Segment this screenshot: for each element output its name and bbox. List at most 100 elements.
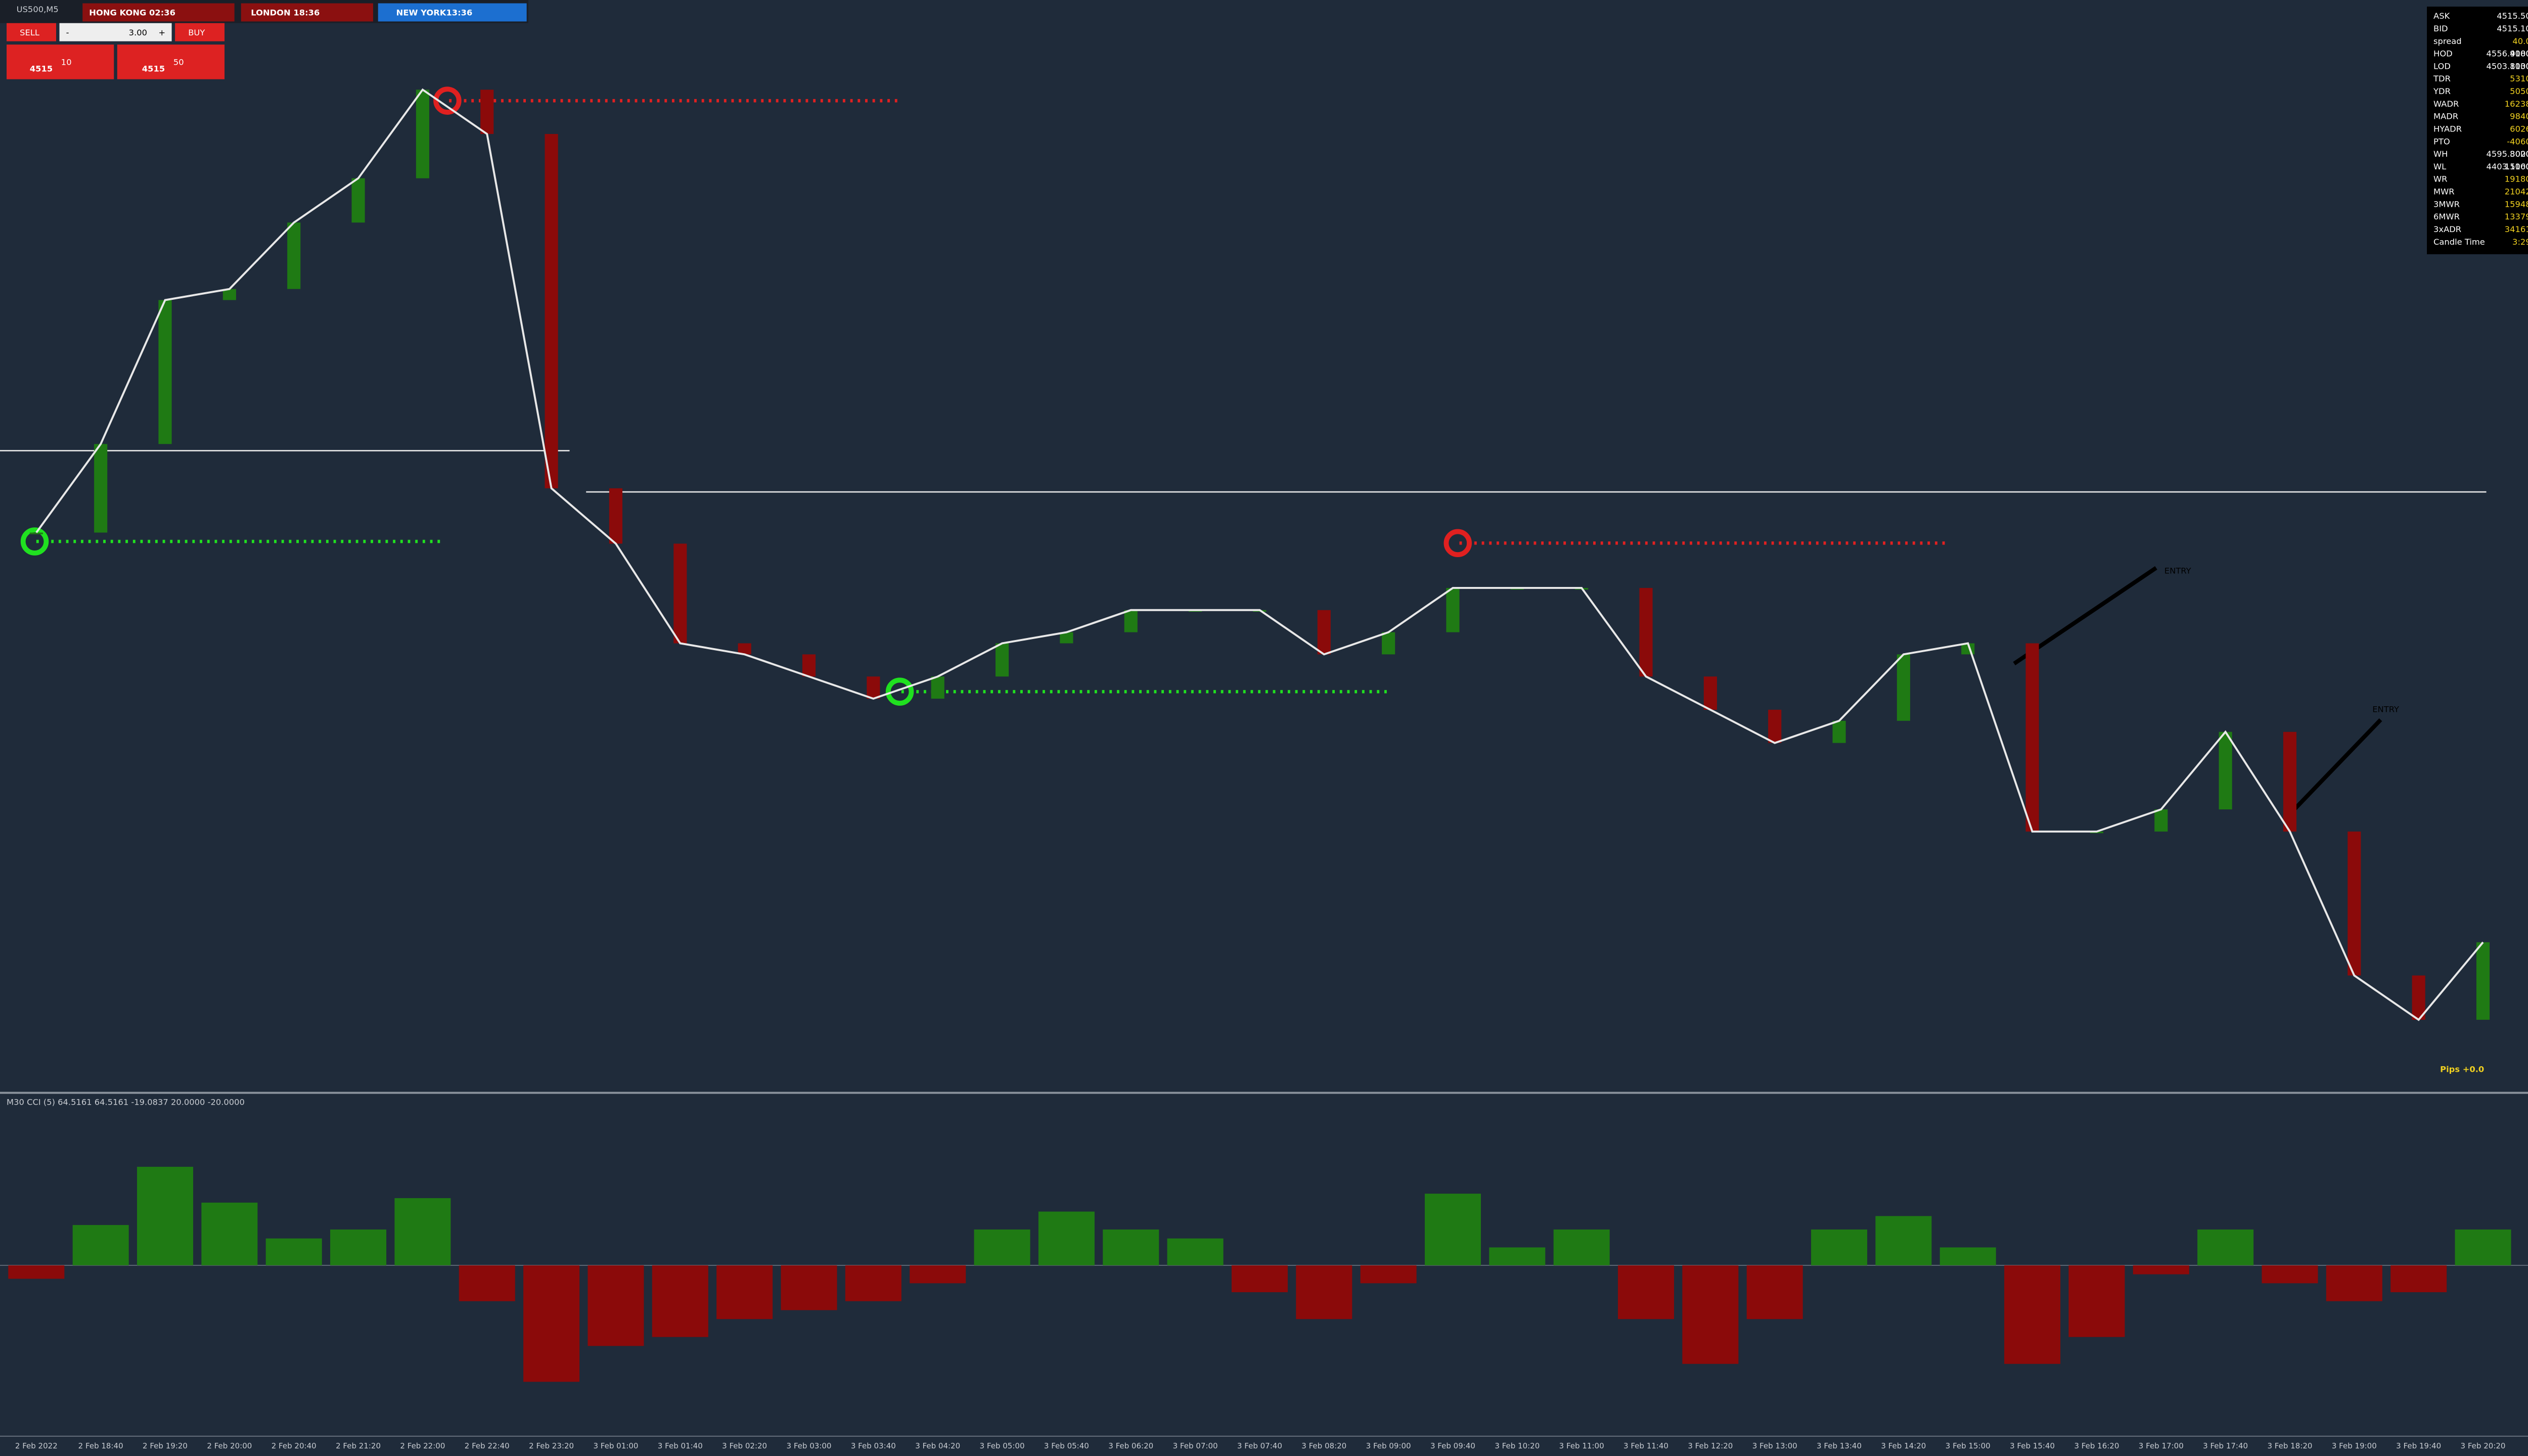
sell-price-box[interactable] [7, 44, 114, 79]
session: HONG KONG 02:36 [89, 8, 175, 18]
candle [29, 532, 43, 534]
cci-bar [2004, 1265, 2061, 1364]
signal-marker [1443, 529, 1472, 558]
info-cell: 9840 [2510, 112, 2528, 121]
cci-bar [588, 1265, 644, 1346]
cci-bar [2390, 1265, 2447, 1293]
candle [1060, 632, 1073, 644]
info-cell: 4515.50 [2497, 11, 2528, 21]
x-tick-label: 3 Feb 09:00 [1366, 1441, 1411, 1450]
info-cell: WR [2433, 174, 2447, 184]
cci-bar [2197, 1229, 2254, 1265]
info-cell: 3xADR [2433, 224, 2461, 234]
info-cell: MADR [2433, 112, 2458, 121]
x-tick-label: 3 Feb 02:20 [722, 1441, 767, 1450]
sell-price-pips[interactable]: 10 [61, 58, 72, 67]
candle [158, 300, 172, 444]
cci-bar [2068, 1265, 2125, 1337]
candle [2154, 809, 2168, 832]
info-cell: WH [2433, 149, 2448, 159]
x-tick-label: 3 Feb 13:00 [1752, 1441, 1797, 1450]
info-cell: 40.0 [2512, 36, 2528, 46]
x-tick-label: 3 Feb 18:20 [2267, 1441, 2312, 1450]
candle [416, 89, 429, 178]
x-tick-label: 2 Feb 22:40 [465, 1441, 510, 1450]
info-cell: 4180 [2510, 49, 2528, 59]
cci-bar [2455, 1229, 2511, 1265]
x-tick-label: 2 Feb 23:20 [529, 1441, 574, 1450]
info-cell: 4556.9000 [2487, 49, 2528, 59]
cci-bar [781, 1265, 837, 1310]
cci-bar [1489, 1247, 1546, 1265]
lot-size[interactable]: 3.00 [129, 28, 147, 37]
info-cell: 3:29 [2512, 237, 2528, 247]
x-tick-label: 3 Feb 11:40 [1623, 1441, 1668, 1450]
cci-bar [1167, 1238, 1224, 1265]
x-tick-label: 3 Feb 09:40 [1430, 1441, 1475, 1450]
x-tick-label: 3 Feb 15:00 [1946, 1441, 1991, 1450]
x-tick-label: 3 Feb 03:00 [787, 1441, 832, 1450]
sell-button[interactable] [7, 23, 57, 41]
entry-label: ENTRY [2164, 566, 2191, 575]
cci-bar [652, 1265, 708, 1337]
info-cell: ASK [2433, 11, 2451, 21]
x-tick-label: 3 Feb 14:20 [1881, 1441, 1926, 1450]
info-cell: YDR [2433, 86, 2451, 96]
pips-label: Pips +0.0 [2440, 1064, 2484, 1074]
lot-box[interactable] [59, 23, 172, 41]
x-tick-label: 2 Feb 22:00 [400, 1441, 445, 1450]
cci-bar [1360, 1265, 1417, 1284]
x-tick-label: 3 Feb 19:40 [2396, 1441, 2441, 1450]
x-tick-label: 2 Feb 2022 [15, 1441, 58, 1450]
cci-bar [1682, 1265, 1739, 1364]
info-cell: 5310 [2510, 74, 2528, 83]
cci-bar [1103, 1229, 1159, 1265]
x-tick-label: 2 Feb 20:40 [272, 1441, 317, 1450]
cci-bar [1296, 1265, 1352, 1320]
candle [1897, 654, 1910, 721]
session-bg [241, 3, 373, 22]
info-cell: 34161 [2505, 224, 2528, 234]
price-line [35, 88, 2484, 1021]
candle [2348, 831, 2361, 976]
x-tick-label: 2 Feb 21:20 [336, 1441, 381, 1450]
x-tick-label: 3 Feb 17:00 [2139, 1441, 2184, 1450]
buy-label[interactable]: BUY [188, 28, 205, 37]
symbol: US500,M5 [17, 5, 59, 14]
cci-bar [2326, 1265, 2382, 1301]
candle [1124, 610, 1138, 632]
buy-price-main[interactable]: 4515 [142, 64, 165, 74]
candle [2283, 732, 2297, 832]
candle [867, 676, 880, 699]
candle [287, 222, 301, 289]
candle [1768, 709, 1782, 743]
info-cell: 16238 [2505, 99, 2528, 109]
x-tick-label: 3 Feb 01:40 [658, 1441, 703, 1450]
x-tick-label: 2 Feb 19:20 [143, 1441, 188, 1450]
candle [351, 178, 365, 223]
x-tick-label: 3 Feb 05:40 [1044, 1441, 1089, 1450]
x-tick-label: 3 Feb 13:40 [1817, 1441, 1862, 1450]
candle [545, 134, 558, 488]
toolbar: US500,M5 HONG KONG 02:36 LONDON 18:36 NE… [0, 0, 528, 79]
candle [2025, 643, 2039, 832]
buy-price-pips[interactable]: 50 [173, 58, 184, 67]
info-cell: 4595.3000 [2487, 149, 2528, 159]
candle [222, 289, 236, 300]
candle [1382, 632, 1395, 655]
candle [2412, 975, 2425, 1020]
cci-bar [459, 1265, 515, 1301]
sell-label[interactable]: SELL [20, 28, 39, 37]
info-cell: 6026 [2510, 124, 2528, 133]
lot-minus[interactable]: - [66, 28, 69, 37]
signal-marker [885, 677, 914, 706]
buy-price-box[interactable] [117, 44, 225, 79]
sell-price-main[interactable]: 4515 [30, 64, 53, 74]
buy-button[interactable] [175, 23, 225, 41]
cci-bar [137, 1166, 194, 1265]
info-cell: MWR [2433, 187, 2455, 197]
x-tick-label: 3 Feb 03:40 [851, 1441, 896, 1450]
candle [480, 89, 494, 134]
lot-plus[interactable]: + [158, 28, 165, 37]
